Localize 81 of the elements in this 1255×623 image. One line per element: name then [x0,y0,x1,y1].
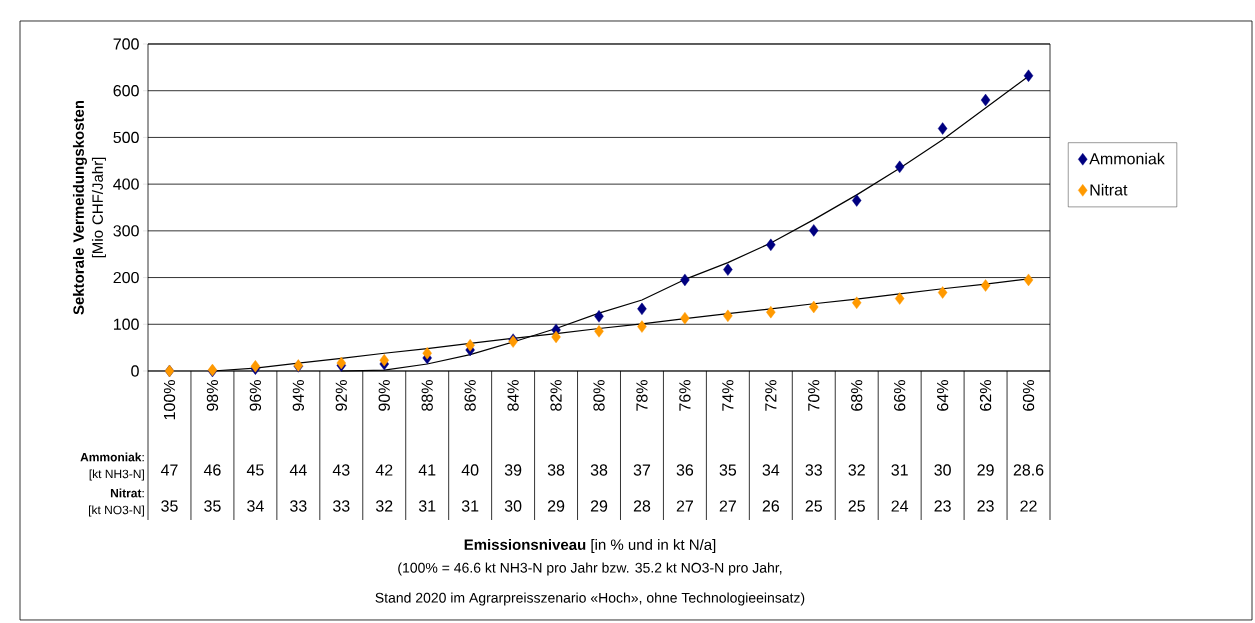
text: 35 [204,500,221,512]
text: 22 [1020,500,1037,512]
text: Emissionsniveau [in % und in kt N/a] [464,538,716,553]
x-tick-label: 96% [249,380,262,411]
text: 25 [848,500,865,512]
text: 23 [934,500,951,512]
x-tick-label: 64% [936,380,949,411]
x-tick-label: 78% [636,380,648,411]
text: Nitrat: [110,488,144,498]
x-tick-label: 66% [894,380,906,411]
text: Stand 2020 im Agrarpreisszenario «Hoch», ohne Technologieeinsatz) [375,592,805,606]
y-tick-label: 400 [113,178,139,190]
text: 36 [676,464,694,476]
text: 33 [805,464,822,476]
text: 37 [633,464,651,476]
text: 35 [719,464,737,476]
text: 30 [504,500,522,512]
x-tick-label: 68% [851,380,863,411]
text: 28 [633,500,651,512]
text: 32 [848,464,865,476]
text: 29 [590,500,608,512]
x-tick-label: 82% [550,380,562,411]
y-tick-label: 600 [113,85,139,97]
y-tick-label: 0 [131,365,139,377]
text: 29 [977,464,994,476]
legend-label: Ammoniak [1089,152,1165,165]
text: 33 [290,500,307,512]
text: 24 [891,500,909,512]
x-tick-label: 86% [464,380,476,411]
y-tick-label: 200 [113,271,139,284]
y-axis-title: Sektorale Vermeidungskosten [Mio CHF/Jahr] [72,100,106,315]
text: 40 [461,464,479,476]
y-tick-label: 100 [114,318,139,330]
text: 34 [762,464,780,476]
x-tick-label: 72% [765,380,777,411]
x-tick-label: 76% [679,380,691,411]
x-tick-label: 90% [378,380,390,411]
y-tick-label: 300 [113,225,139,237]
x-tick-label: 98% [206,380,219,411]
text: 31 [418,500,436,512]
text: 41 [418,464,436,476]
text: 27 [719,500,736,512]
y-tick-label: 500 [113,131,139,144]
text: Ammoniak: [80,452,144,462]
text: 34 [247,500,264,512]
text: 28.6 [1013,464,1044,476]
x-tick-label: 62% [979,380,992,411]
text: 29 [547,500,565,512]
x-tick-label: 92% [335,380,347,411]
text: 44 [289,464,307,476]
text: [kt NO3-N] [89,505,144,517]
text: 47 [160,464,178,476]
text: 31 [461,500,479,512]
x-tick-label: 60% [1022,380,1035,411]
x-tick-label: 80% [593,380,605,411]
text: 30 [934,464,951,476]
legend-label: Nitrat [1090,183,1128,196]
x-tick-label: 88% [421,380,433,411]
x-tick-label: 70% [808,380,820,411]
text: (100% = 46.6 kt NH3-N pro Jahr bzw. 35.2 kt NO3-N pro Jahr, [398,562,782,576]
x-tick-label: 94% [292,380,305,411]
text: 32 [375,500,393,512]
text: 38 [590,464,608,476]
text: 46 [203,464,221,476]
x-tick-label: 74% [722,380,734,411]
x-tick-label: 100% [163,380,176,420]
text: 27 [676,500,693,512]
text: 35 [161,500,178,512]
text: 45 [246,464,264,476]
text: 25 [805,500,822,512]
text: 38 [547,464,565,476]
text: 23 [977,500,994,512]
text: 33 [333,500,350,512]
text: 43 [332,464,350,476]
text: 31 [891,464,908,476]
y-tick-label: 700 [113,38,139,50]
x-tick-label: 84% [507,380,519,411]
text: [kt NH3-N] [89,469,144,481]
text: 26 [762,500,779,512]
text: 39 [504,464,522,476]
text: 42 [375,464,393,476]
